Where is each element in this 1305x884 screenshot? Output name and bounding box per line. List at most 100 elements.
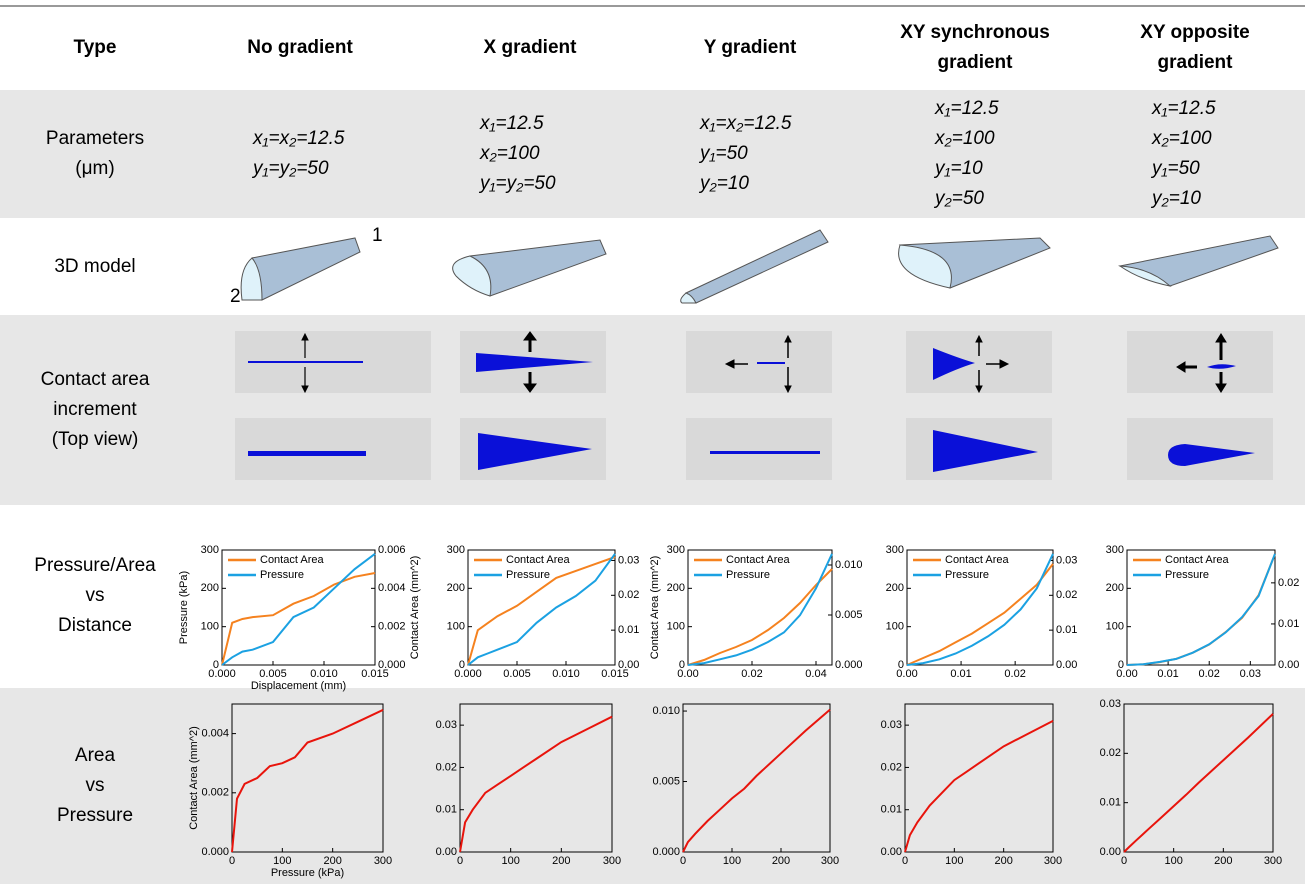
parameter: y₁=50 — [698, 143, 748, 164]
parameter: y₁=y₂=50 — [251, 158, 329, 179]
model-mark: 1 — [372, 225, 383, 246]
y-tick-label: 200 — [201, 582, 219, 594]
parameter: y₁=10 — [933, 158, 983, 179]
x-tick-label: 0.02 — [741, 668, 762, 680]
header-cell: XY opposite — [1140, 22, 1249, 43]
row-label: increment — [53, 399, 137, 420]
model-mark: 2 — [230, 286, 241, 307]
y-tick-label: 0.004 — [201, 728, 229, 740]
x-tick-label: 300 — [1264, 855, 1282, 867]
shape — [1207, 364, 1236, 369]
legend-label: Contact Area — [1165, 554, 1229, 566]
header-cell: gradient — [938, 52, 1014, 73]
y2-tick-label: 0.000 — [835, 659, 863, 671]
y-tick-label: 0.00 — [1100, 846, 1121, 858]
x-tick-label: 0.015 — [361, 668, 389, 680]
row-band — [0, 315, 1305, 505]
x-tick-label: 300 — [603, 855, 621, 867]
y2-tick-label: 0.010 — [835, 559, 863, 571]
y-tick-label: 100 — [1106, 621, 1124, 633]
contact-shapes — [248, 348, 1255, 472]
row-label: Contact area — [41, 369, 150, 390]
y-tick-label: 300 — [667, 544, 685, 556]
y2-tick-label: 0.005 — [835, 609, 863, 621]
x-tick-label: 0 — [680, 855, 686, 867]
shape — [478, 433, 592, 470]
plot-frame — [687, 549, 833, 666]
y-tick-label: 0.02 — [881, 761, 902, 773]
y2-tick-label: 0.01 — [618, 624, 639, 636]
plot-frame — [1123, 703, 1274, 853]
row-label: vs — [86, 585, 105, 606]
x-tick-label: 0 — [1121, 855, 1127, 867]
x-tick-label: 100 — [501, 855, 519, 867]
y-tick-label: 0 — [213, 659, 219, 671]
panel — [686, 418, 832, 480]
y-tick-label: 0.000 — [201, 846, 229, 858]
legend-label: Contact Area — [726, 554, 790, 566]
x-tick-label: 100 — [723, 855, 741, 867]
y2-tick-label: 0.03 — [618, 554, 639, 566]
data-line — [906, 553, 1054, 666]
x-tick-label: 0 — [229, 855, 235, 867]
shape — [248, 451, 366, 456]
y-tick-label: 0.01 — [436, 804, 457, 816]
parameter: x₁=x₂=12.5 — [252, 128, 345, 149]
y2-tick-label: 0.03 — [1056, 554, 1077, 566]
data-line — [682, 708, 831, 853]
shape — [1168, 444, 1255, 466]
shape — [248, 361, 363, 363]
x-tick-label: 0.005 — [503, 668, 531, 680]
x-tick-label: 0.04 — [805, 668, 826, 680]
row-band — [0, 90, 1305, 218]
data-line — [687, 553, 833, 666]
header-cell: gradient — [1158, 52, 1234, 73]
model-face — [680, 292, 697, 304]
plot-frame — [682, 703, 831, 853]
parameter: x₁=12.5 — [479, 113, 544, 134]
y2-tick-label: 0.000 — [378, 659, 406, 671]
parameter: x₂=100 — [934, 128, 995, 149]
legend-label: Contact Area — [506, 554, 570, 566]
y-axis-label: Contact Area (mm^2) — [188, 726, 200, 830]
y-tick-label: 100 — [447, 621, 465, 633]
y-tick-label: 200 — [1106, 582, 1124, 594]
y-tick-label: 300 — [447, 544, 465, 556]
y-tick-label: 0.002 — [201, 787, 229, 799]
x-tick-label: 0.00 — [896, 668, 917, 680]
data-line — [904, 720, 1054, 853]
y-tick-label: 300 — [1106, 544, 1124, 556]
parameter: x₂=100 — [1151, 128, 1212, 149]
header-cell: Type — [74, 37, 117, 58]
y-tick-label: 0.010 — [652, 705, 680, 717]
x-tick-label: 0.00 — [1116, 668, 1137, 680]
y-tick-label: 0.00 — [881, 846, 902, 858]
y2-axis-label: Contact Area (mm^2) — [649, 556, 661, 660]
x-tick-label: 0.03 — [1240, 668, 1261, 680]
y2-tick-label: 0.00 — [1278, 659, 1299, 671]
y2-tick-label: 0.02 — [1056, 589, 1077, 601]
y-tick-label: 0 — [1118, 659, 1124, 671]
shape — [933, 348, 975, 380]
data-line — [687, 568, 833, 666]
y2-tick-label: 0.00 — [1056, 659, 1077, 671]
model-face — [240, 257, 263, 301]
header-cell: X gradient — [484, 37, 578, 58]
parameter: x₁=x₂=12.5 — [699, 113, 792, 134]
parameter: y₂=10 — [698, 173, 749, 194]
parameter: x₁=12.5 — [1151, 98, 1216, 119]
x-tick-label: 300 — [821, 855, 839, 867]
legend-label: Pressure — [945, 569, 989, 581]
x-tick-label: 0 — [902, 855, 908, 867]
y2-tick-label: 0.01 — [1056, 624, 1077, 636]
y-tick-label: 100 — [886, 621, 904, 633]
plot-frame — [221, 549, 376, 666]
plot-frame — [467, 549, 616, 666]
y-tick-label: 200 — [886, 582, 904, 594]
y-tick-label: 300 — [886, 544, 904, 556]
row-label: (μm) — [75, 158, 114, 179]
plot-frame — [906, 549, 1054, 666]
legend-label: Pressure — [1165, 569, 1209, 581]
shape — [757, 362, 785, 364]
